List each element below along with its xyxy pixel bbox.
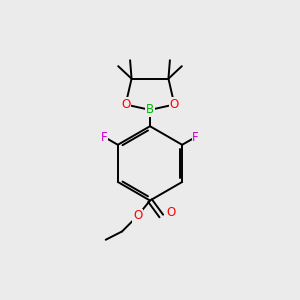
Text: O: O: [170, 98, 179, 111]
Text: O: O: [121, 98, 130, 111]
Text: F: F: [101, 130, 108, 144]
Text: B: B: [146, 103, 154, 116]
Text: O: O: [166, 206, 176, 219]
Text: F: F: [192, 130, 199, 144]
Text: O: O: [133, 209, 142, 223]
